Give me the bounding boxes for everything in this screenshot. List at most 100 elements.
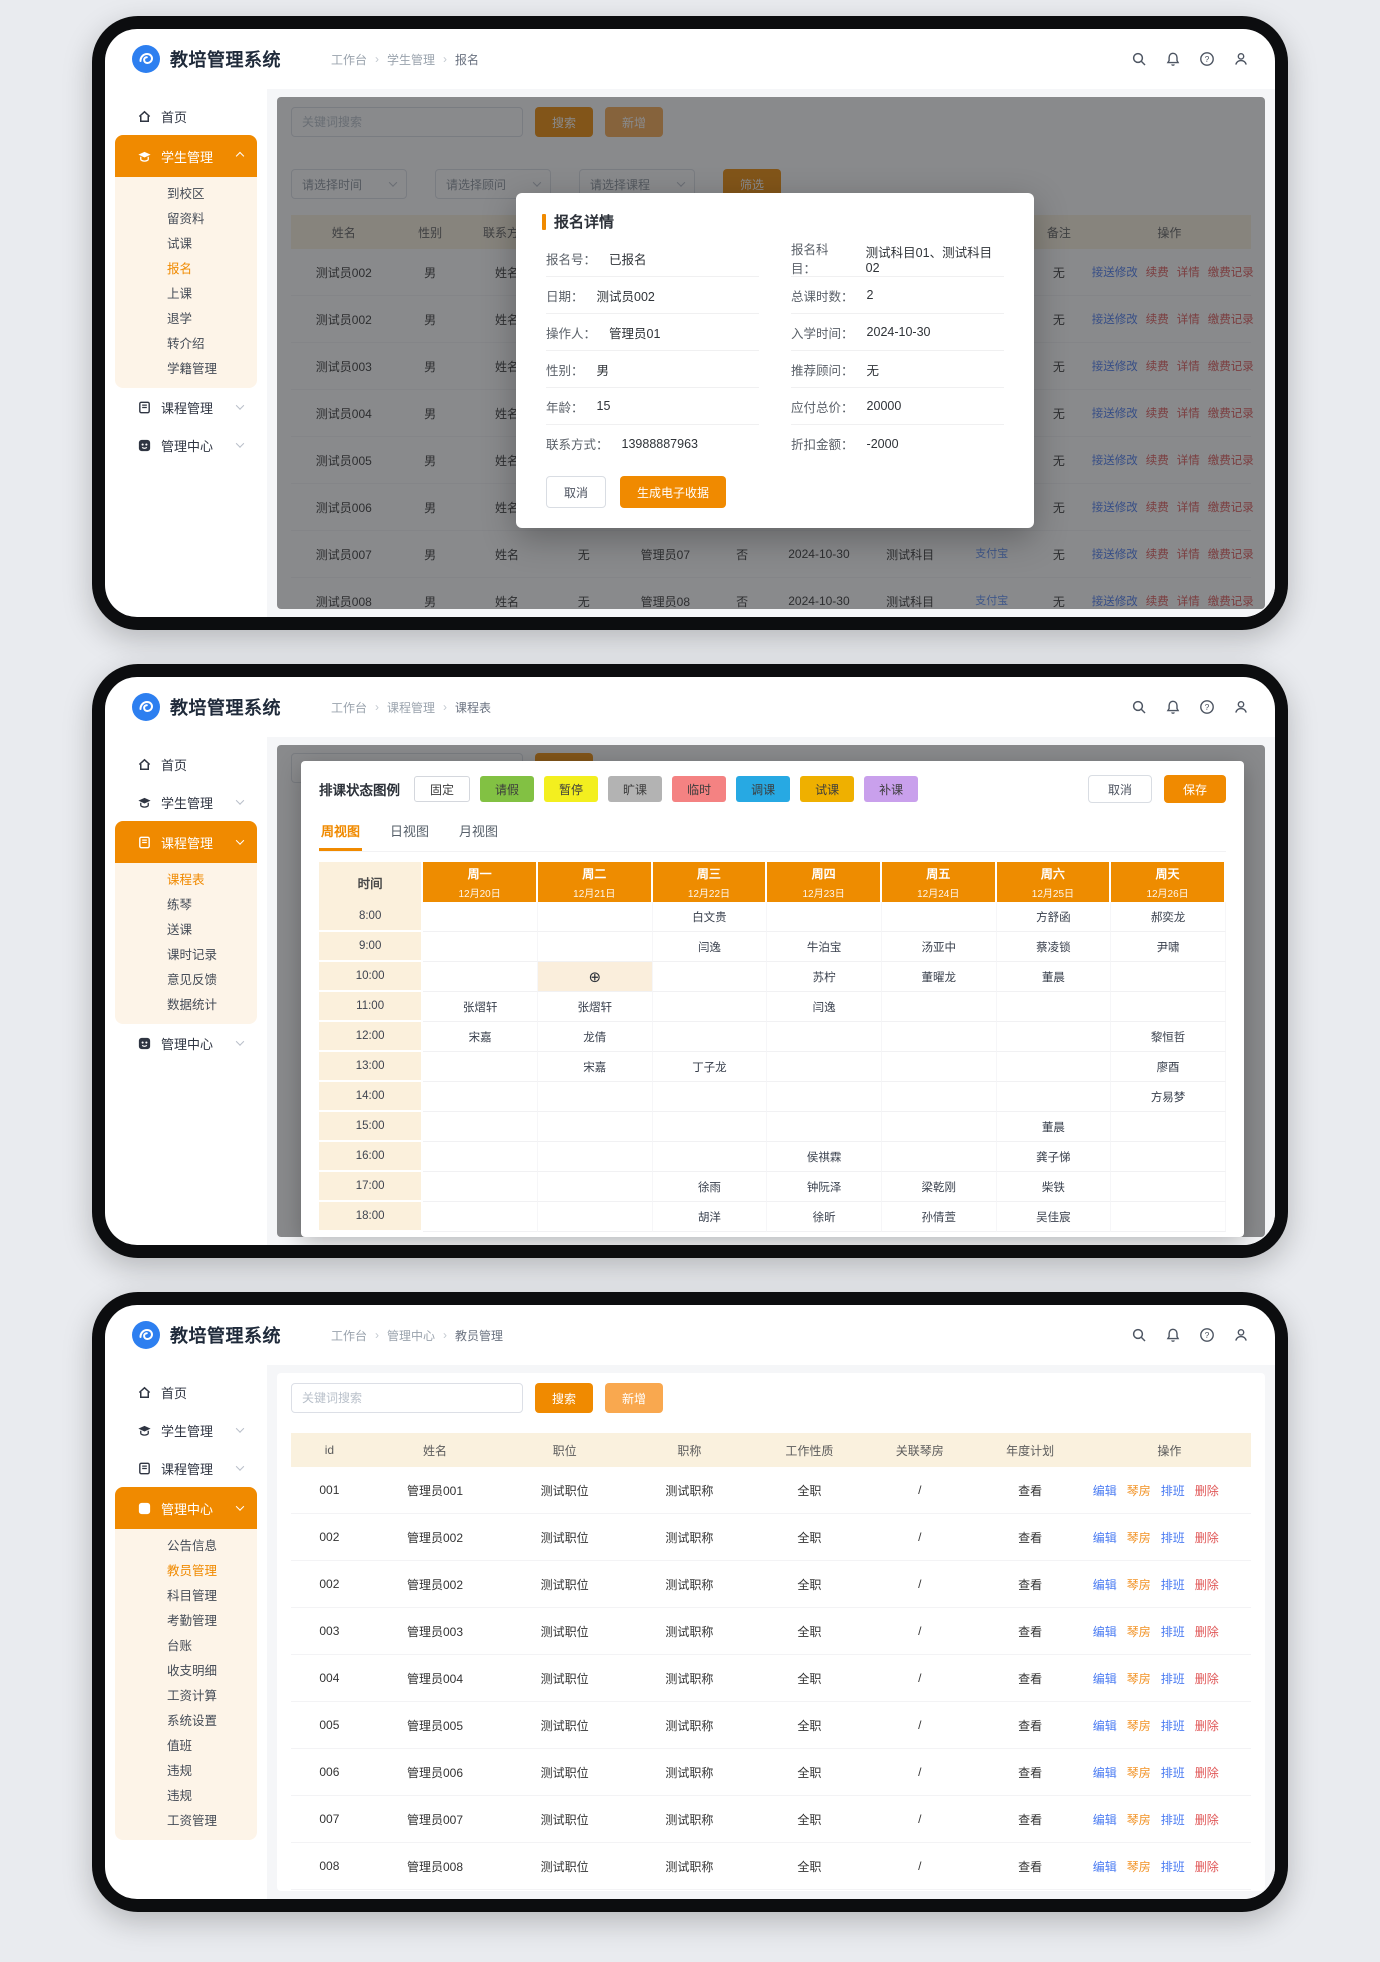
schedule-cell[interactable]	[652, 1142, 768, 1172]
user-icon[interactable]	[1233, 51, 1249, 67]
schedule-cell[interactable]: 方舒函	[996, 902, 1112, 932]
status-tag[interactable]: 补课	[864, 776, 919, 802]
save-button[interactable]: 保存	[1163, 775, 1226, 803]
action-link[interactable]: 排班	[1160, 1765, 1185, 1780]
sidebar-subitem[interactable]: 教员管理	[115, 1559, 257, 1584]
sidebar-item-home[interactable]: 首页	[115, 97, 257, 135]
action-link[interactable]: 编辑	[1092, 1671, 1117, 1686]
schedule-cell[interactable]	[767, 902, 882, 932]
breadcrumb-item[interactable]: 课程管理	[387, 700, 436, 715]
status-tag[interactable]: 旷课	[608, 776, 663, 802]
schedule-cell[interactable]: 蔡凌锁	[996, 932, 1112, 962]
schedule-cell[interactable]	[1111, 1202, 1226, 1232]
action-link[interactable]: 删除	[1194, 1483, 1219, 1498]
search-input[interactable]	[291, 1383, 523, 1413]
schedule-cell[interactable]: 张熠轩	[537, 992, 653, 1022]
action-link[interactable]: 编辑	[1092, 1577, 1117, 1592]
sidebar-subitem[interactable]: 转介绍	[115, 332, 257, 357]
schedule-cell[interactable]: 方易梦	[1111, 1082, 1226, 1112]
schedule-cell[interactable]	[996, 1052, 1112, 1082]
sidebar-subitem[interactable]: 课时记录	[115, 943, 257, 968]
action-link[interactable]: 琴房	[1126, 1718, 1151, 1733]
action-link[interactable]: 删除	[1194, 1530, 1219, 1545]
sidebar-item-course-mgmt[interactable]: 课程管理	[115, 1449, 257, 1487]
sidebar-item-student-mgmt[interactable]: 学生管理	[115, 1411, 257, 1449]
search-button[interactable]: 搜索	[535, 1383, 594, 1413]
schedule-cell[interactable]	[767, 1082, 882, 1112]
sidebar-item-student-mgmt[interactable]: 学生管理	[115, 135, 257, 177]
schedule-cell[interactable]	[537, 1202, 653, 1232]
schedule-cell[interactable]	[423, 1052, 538, 1082]
help-icon[interactable]: ?	[1199, 51, 1215, 67]
schedule-cell[interactable]: 牛泊宝	[767, 932, 882, 962]
user-icon[interactable]	[1233, 1327, 1249, 1343]
sidebar-item-home[interactable]: 首页	[115, 745, 257, 783]
cancel-button[interactable]: 取消	[1087, 775, 1152, 803]
schedule-cell[interactable]	[1111, 1172, 1226, 1202]
status-tag[interactable]: 暂停	[544, 776, 599, 802]
sidebar-subitem[interactable]: 台账	[115, 1634, 257, 1659]
sidebar-subitem[interactable]: 数据统计	[115, 993, 257, 1018]
schedule-cell[interactable]	[881, 1112, 997, 1142]
action-link[interactable]: 琴房	[1126, 1859, 1151, 1874]
action-link[interactable]: 排班	[1160, 1483, 1185, 1498]
sidebar-subitem[interactable]: 送课	[115, 918, 257, 943]
schedule-cell[interactable]: 侯祺霖	[767, 1142, 882, 1172]
schedule-cell[interactable]	[537, 1082, 653, 1112]
schedule-cell[interactable]	[423, 1082, 538, 1112]
bell-icon[interactable]	[1165, 1327, 1181, 1343]
schedule-cell[interactable]	[652, 992, 768, 1022]
schedule-cell[interactable]: 胡洋	[652, 1202, 768, 1232]
action-link[interactable]: 排班	[1160, 1577, 1185, 1592]
action-link[interactable]: 琴房	[1126, 1765, 1151, 1780]
schedule-cell[interactable]	[537, 1172, 653, 1202]
action-link[interactable]: 删除	[1194, 1577, 1219, 1592]
sidebar-subitem[interactable]: 值班	[115, 1734, 257, 1759]
schedule-cell[interactable]	[881, 1052, 997, 1082]
schedule-cell[interactable]: 汤亚中	[881, 932, 997, 962]
schedule-cell[interactable]: 孙倩萱	[881, 1202, 997, 1232]
sidebar-subitem[interactable]: 意见反馈	[115, 968, 257, 993]
search-icon[interactable]	[1131, 699, 1147, 715]
schedule-cell[interactable]: 黎恒哲	[1111, 1022, 1226, 1052]
sidebar-subitem[interactable]: 上课	[115, 282, 257, 307]
sidebar-subitem[interactable]: 练琴	[115, 893, 257, 918]
action-link[interactable]: 琴房	[1126, 1624, 1151, 1639]
help-icon[interactable]: ?	[1199, 699, 1215, 715]
sidebar-subitem[interactable]: 收支明细	[115, 1659, 257, 1684]
schedule-cell[interactable]	[652, 1112, 768, 1142]
schedule-cell[interactable]	[881, 1082, 997, 1112]
schedule-cell[interactable]	[423, 1202, 538, 1232]
schedule-cell[interactable]: 闫逸	[652, 932, 768, 962]
schedule-cell[interactable]: 宋嘉	[423, 1022, 538, 1052]
schedule-cell[interactable]	[1111, 1112, 1226, 1142]
action-link[interactable]: 排班	[1160, 1718, 1185, 1733]
schedule-cell[interactable]	[423, 1112, 538, 1142]
schedule-cell[interactable]	[881, 992, 997, 1022]
schedule-cell[interactable]: 徐昕	[767, 1202, 882, 1232]
action-link[interactable]: 编辑	[1092, 1812, 1117, 1827]
status-tag[interactable]: 固定	[414, 776, 471, 802]
schedule-cell[interactable]: 梁乾刚	[881, 1172, 997, 1202]
sidebar-subitem[interactable]: 留资料	[115, 207, 257, 232]
breadcrumb-item[interactable]: 课程表	[455, 700, 492, 715]
action-link[interactable]: 删除	[1194, 1671, 1219, 1686]
sidebar-subitem[interactable]: 试课	[115, 232, 257, 257]
action-link[interactable]: 琴房	[1126, 1812, 1151, 1827]
schedule-cell[interactable]: 宋嘉	[537, 1052, 653, 1082]
breadcrumb-item[interactable]: 学生管理	[387, 52, 436, 67]
action-link[interactable]: 排班	[1160, 1859, 1185, 1874]
sidebar-subitem[interactable]: 学籍管理	[115, 357, 257, 382]
status-tag[interactable]: 请假	[480, 776, 535, 802]
schedule-cell[interactable]	[1111, 962, 1226, 992]
sidebar-subitem[interactable]: 公告信息	[115, 1534, 257, 1559]
action-link[interactable]: 删除	[1194, 1718, 1219, 1733]
schedule-cell[interactable]	[767, 1022, 882, 1052]
action-link[interactable]: 排班	[1160, 1812, 1185, 1827]
sidebar-item-course-mgmt[interactable]: 课程管理	[115, 388, 257, 426]
sidebar-subitem[interactable]: 违规	[115, 1784, 257, 1809]
schedule-cell[interactable]	[423, 1142, 538, 1172]
status-tag[interactable]: 临时	[672, 776, 727, 802]
schedule-cell[interactable]	[537, 1112, 653, 1142]
schedule-cell[interactable]	[767, 1112, 882, 1142]
